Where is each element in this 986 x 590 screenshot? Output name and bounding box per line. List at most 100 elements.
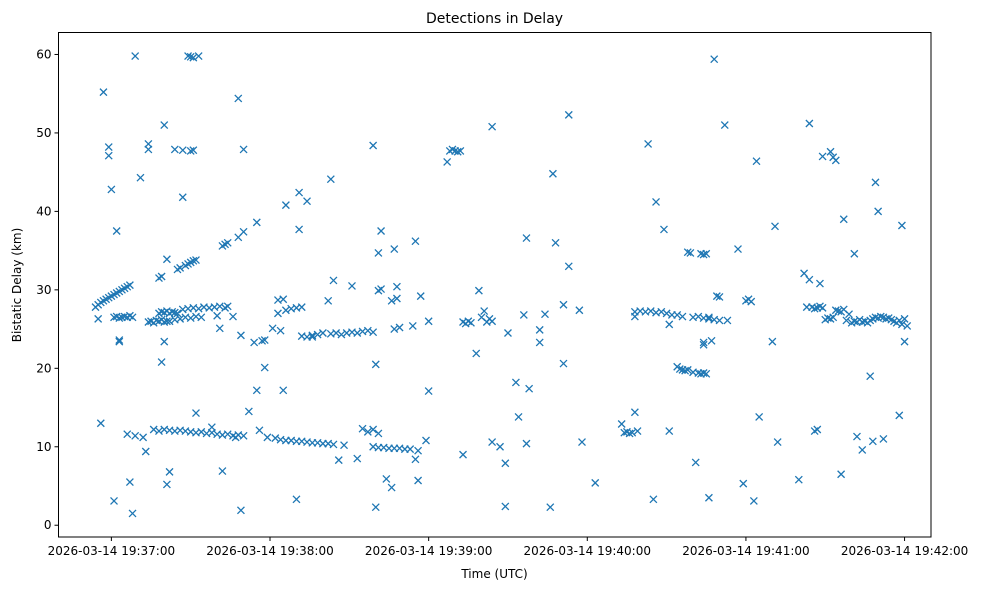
- data-point: [707, 336, 716, 345]
- data-point: [625, 429, 634, 438]
- x-tick-label: 2026-03-14 19:42:00: [841, 544, 968, 558]
- data-point: [903, 321, 912, 330]
- data-point: [186, 147, 195, 155]
- data-point: [207, 423, 216, 432]
- data-point: [297, 303, 306, 312]
- y-tick-label: 60: [36, 47, 51, 61]
- data-point: [250, 338, 259, 347]
- data-point: [794, 475, 803, 484]
- y-axis: 0 10 20 30 40 50 60: [36, 47, 59, 532]
- data-point: [699, 250, 708, 259]
- chart-title: Detections in Delay: [426, 11, 563, 27]
- data-point: [522, 234, 531, 243]
- data-point: [876, 312, 885, 321]
- data-point: [466, 318, 475, 327]
- data-point: [628, 428, 637, 437]
- data-point: [149, 425, 158, 434]
- x-tick-label: 2026-03-14 19:41:00: [682, 544, 809, 558]
- data-point: [107, 185, 116, 194]
- data-point: [197, 427, 206, 436]
- data-point: [665, 427, 674, 436]
- data-point: [704, 493, 713, 502]
- data-point: [657, 307, 666, 316]
- data-point: [871, 178, 880, 187]
- data-point: [176, 314, 185, 323]
- data-point: [348, 281, 356, 290]
- data-point: [525, 384, 534, 393]
- data-point: [456, 147, 465, 155]
- y-tick-label: 50: [36, 126, 51, 140]
- data-point: [868, 437, 877, 446]
- data-point: [834, 307, 843, 315]
- data-point: [125, 478, 134, 487]
- data-point: [387, 483, 396, 492]
- data-point: [363, 427, 372, 436]
- data-point: [749, 496, 758, 505]
- data-point: [752, 157, 761, 166]
- data-point: [292, 495, 301, 504]
- data-point: [353, 329, 362, 337]
- data-point: [155, 427, 163, 436]
- data-point: [268, 324, 277, 333]
- data-point: [424, 387, 433, 396]
- data-point: [424, 317, 433, 326]
- data-point: [369, 141, 378, 150]
- data-point: [712, 292, 721, 301]
- data-point: [874, 207, 883, 216]
- data-point: [900, 314, 909, 323]
- y-tick-label: 30: [36, 283, 51, 297]
- data-point: [514, 412, 523, 421]
- data-point: [157, 358, 166, 366]
- data-point: [837, 470, 846, 479]
- data-point: [472, 349, 481, 358]
- data-point: [358, 424, 367, 433]
- data-point: [197, 313, 206, 322]
- x-axis-label: Time (UTC): [460, 567, 527, 581]
- data-point: [115, 336, 124, 345]
- data-point: [115, 337, 124, 346]
- data-point: [504, 329, 512, 337]
- data-point: [123, 430, 132, 439]
- data-point: [850, 317, 859, 326]
- data-point: [535, 325, 544, 334]
- data-point: [189, 256, 198, 265]
- data-point: [810, 304, 819, 313]
- data-point: [617, 420, 626, 428]
- data-point: [630, 408, 639, 417]
- data-point: [276, 326, 285, 335]
- data-point: [157, 272, 166, 281]
- data-point: [805, 119, 814, 128]
- data-point: [845, 310, 853, 319]
- data-point: [575, 306, 584, 315]
- data-point: [853, 432, 861, 441]
- data-point: [239, 431, 248, 440]
- data-point: [900, 337, 909, 346]
- data-point: [231, 433, 240, 442]
- data-point: [813, 425, 822, 434]
- data-point: [691, 458, 700, 467]
- data-point: [652, 198, 660, 206]
- data-point: [281, 201, 290, 210]
- data-point: [371, 360, 380, 369]
- data-point: [815, 279, 824, 288]
- y-axis-label: Bistatic Delay (km): [10, 228, 24, 343]
- data-point: [110, 496, 118, 505]
- data-point: [416, 292, 425, 301]
- data-point: [223, 302, 232, 311]
- data-point: [125, 281, 134, 290]
- data-point: [773, 438, 782, 447]
- data-point: [162, 480, 171, 489]
- data-point: [839, 215, 848, 224]
- data-point: [353, 454, 362, 463]
- data-point: [459, 450, 467, 459]
- data-point: [501, 502, 510, 511]
- data-point: [686, 249, 695, 257]
- data-point: [805, 275, 814, 284]
- data-point: [313, 330, 322, 339]
- data-point: [377, 285, 386, 294]
- data-point: [866, 372, 875, 381]
- data-point: [192, 256, 200, 264]
- data-point: [850, 249, 859, 258]
- data-point: [165, 317, 174, 326]
- data-point: [831, 156, 840, 165]
